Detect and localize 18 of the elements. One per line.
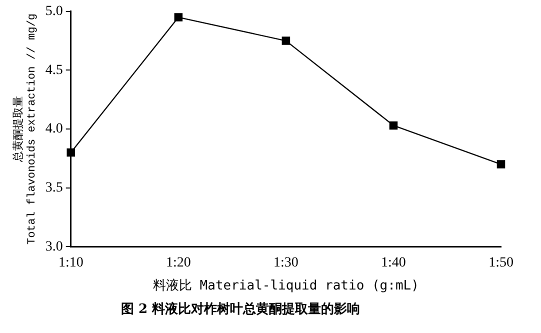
x-tick-label: 1:50 (488, 256, 514, 271)
y-tick-label: 5.0 (45, 4, 63, 20)
x-tick-label: 1:10 (58, 256, 84, 271)
y-tick-label: 4.0 (45, 122, 63, 137)
x-tick-label: 1:30 (274, 256, 298, 271)
y-tick-label: 4.5 (45, 62, 63, 78)
point (389, 121, 398, 130)
x-tick-label: 1:20 (166, 256, 191, 271)
point (496, 160, 506, 168)
point (66, 148, 76, 157)
y-tick-label: 3.0 (45, 239, 63, 254)
y-axis-title: 总黄酮提取量 Total flavonoids extraction // mg/g (12, 13, 39, 245)
x-tick-label: 1:40 (381, 256, 406, 271)
point (282, 36, 290, 45)
y-tick-label: 3.5 (45, 180, 63, 196)
point (174, 13, 183, 22)
x-axis-title: 料液比 Material-liquid ratio (g:mL) (152, 278, 419, 294)
caption: 图 2 料液比对柞树叶总黄酮提取量的影响 (120, 300, 362, 318)
